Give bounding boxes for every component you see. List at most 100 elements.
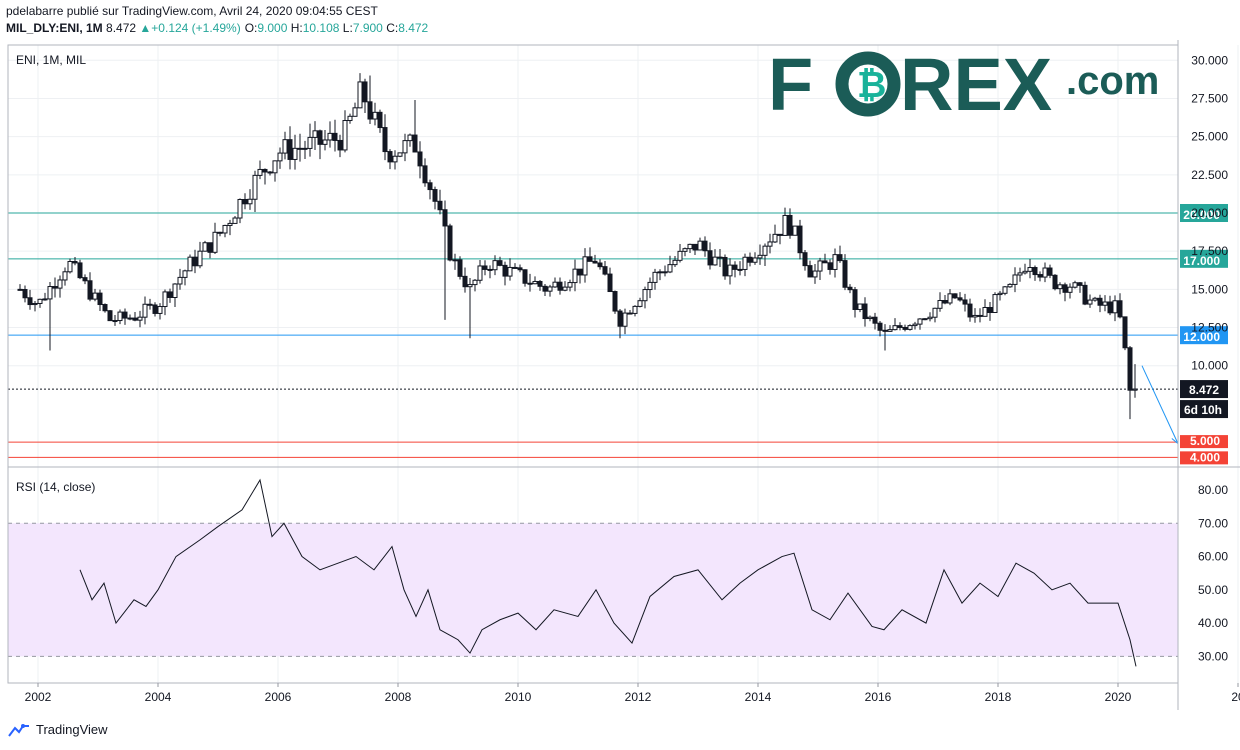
candle-body — [997, 292, 1003, 296]
candle-body — [1092, 297, 1098, 301]
candle-body — [1107, 301, 1113, 314]
time-tick-label: 2012 — [625, 690, 652, 704]
candle-body — [242, 198, 248, 205]
candle-body — [1102, 301, 1108, 306]
candle-body — [742, 256, 748, 270]
candle — [832, 248, 838, 278]
candle-body — [857, 303, 863, 310]
high-value: 10.108 — [302, 21, 340, 35]
candle-body — [952, 293, 958, 299]
time-tick-label: 2008 — [385, 690, 412, 704]
candle-body — [1122, 316, 1128, 349]
candle-body — [47, 286, 53, 300]
candle — [697, 237, 703, 251]
candle — [1027, 259, 1033, 279]
rsi-line — [79, 478, 1137, 667]
candle-body — [667, 264, 673, 273]
candle-body — [447, 225, 453, 261]
candle — [677, 244, 683, 263]
candle-body — [307, 136, 313, 149]
candle-body — [432, 189, 438, 202]
candle-body — [177, 276, 183, 285]
candle-body — [412, 134, 418, 153]
candle — [167, 288, 173, 303]
candle-body — [477, 265, 483, 281]
candle — [892, 318, 898, 331]
candle — [1112, 295, 1118, 322]
candle-body — [832, 254, 838, 270]
candle — [522, 269, 528, 287]
candle — [227, 219, 233, 236]
candle-body — [982, 306, 988, 317]
candle — [767, 233, 773, 254]
level-tag-label: 5.000 — [1190, 434, 1220, 448]
candle — [887, 325, 893, 332]
candle — [97, 289, 103, 312]
candle-body — [1007, 283, 1013, 288]
candle — [472, 279, 478, 292]
candle-body — [502, 264, 508, 277]
time-axis[interactable]: 2002 2004 2006 2008 2010 2012 2014 2016 2018 2020… — [25, 683, 1240, 704]
price-tick-label: 12.500 — [1191, 321, 1228, 335]
candle — [972, 308, 978, 323]
candle-body — [382, 127, 388, 153]
candle-body — [987, 306, 993, 314]
candle — [567, 279, 573, 292]
rsi-band — [8, 523, 1178, 657]
candle-body — [192, 256, 198, 267]
candle — [442, 200, 448, 320]
candle — [762, 243, 768, 266]
candle-body — [882, 329, 888, 332]
candle — [217, 231, 223, 237]
candle-body — [772, 233, 778, 243]
candle — [322, 130, 328, 151]
candle — [1007, 283, 1013, 288]
candle-body — [1082, 284, 1088, 305]
price-axis[interactable]: 30.000 27.500 25.000 22.500 20.000 17.500 15.0… — [1191, 53, 1228, 663]
candle-body — [942, 300, 948, 304]
candle-body — [1012, 274, 1018, 285]
candle-body — [1117, 300, 1123, 318]
candle-body — [297, 147, 303, 150]
candle — [902, 324, 908, 332]
candle — [247, 189, 253, 210]
candle — [727, 258, 733, 285]
candle — [202, 240, 208, 252]
rsi-tick-label: 40.00 — [1198, 616, 1228, 630]
candle-body — [352, 107, 358, 117]
candle-body — [847, 286, 853, 291]
candle — [1107, 295, 1113, 316]
candle-body — [82, 277, 88, 282]
candle — [737, 261, 743, 276]
candle — [577, 268, 583, 284]
candle-body — [422, 165, 428, 184]
candle-body — [687, 243, 693, 250]
candle — [742, 253, 748, 277]
candle — [137, 310, 143, 328]
candle-body — [1067, 286, 1073, 293]
candle — [127, 314, 133, 321]
candle — [917, 318, 923, 330]
close-label: C: — [386, 21, 399, 35]
candle-body — [712, 256, 718, 266]
candle — [22, 285, 28, 303]
candle-body — [497, 260, 503, 266]
candle — [492, 255, 498, 276]
candle — [667, 255, 673, 274]
candle-body — [677, 250, 683, 261]
candle-body — [27, 297, 33, 306]
price-tick-label: 27.500 — [1191, 91, 1228, 105]
candle-body — [607, 273, 613, 293]
tradingview-footer[interactable]: TradingView — [8, 722, 108, 737]
price-tick-label: 25.000 — [1191, 130, 1228, 144]
candle — [1122, 316, 1128, 351]
candle — [837, 245, 843, 263]
candle-body — [1042, 267, 1048, 278]
low-value: 7.900 — [352, 21, 383, 35]
candle-body — [37, 298, 43, 304]
candle — [572, 259, 578, 292]
candle — [547, 284, 553, 297]
candle-body — [532, 280, 538, 285]
candle — [132, 311, 138, 322]
